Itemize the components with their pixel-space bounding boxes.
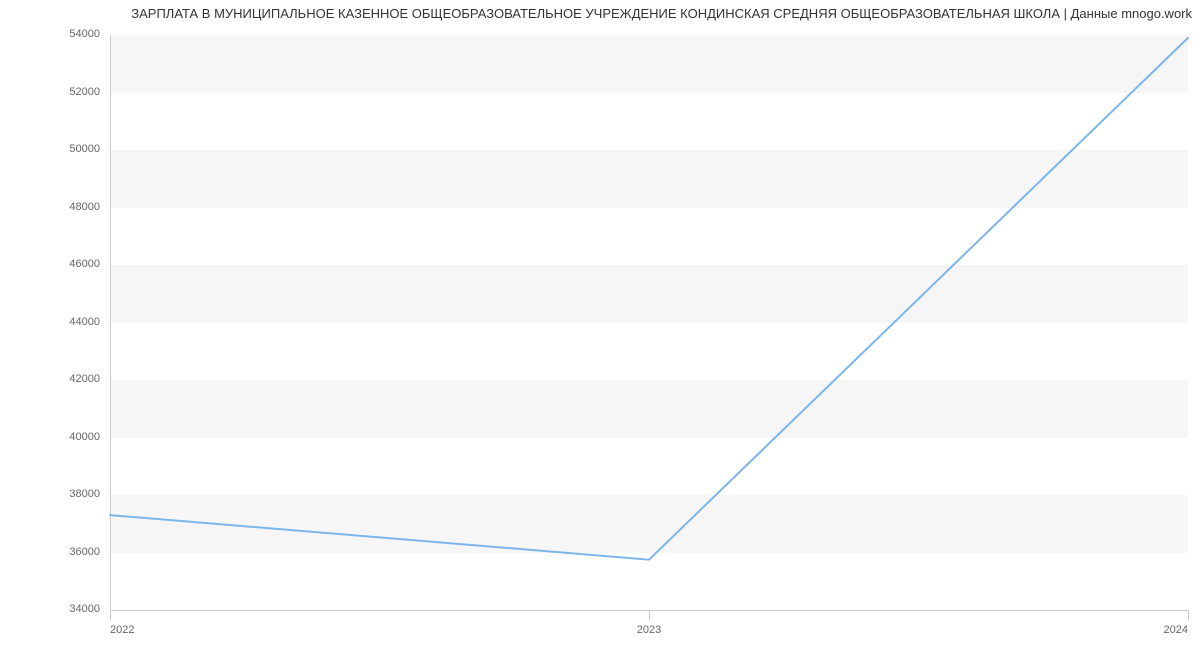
y-tick-label: 40000 bbox=[0, 431, 100, 443]
line-series bbox=[110, 35, 1188, 610]
y-tick-label: 48000 bbox=[0, 201, 100, 213]
y-tick-label: 54000 bbox=[0, 28, 100, 40]
y-tick-label: 52000 bbox=[0, 86, 100, 98]
x-tick-mark bbox=[649, 610, 650, 620]
y-tick-label: 46000 bbox=[0, 258, 100, 270]
y-tick-label: 44000 bbox=[0, 316, 100, 328]
y-tick-label: 50000 bbox=[0, 143, 100, 155]
y-tick-label: 42000 bbox=[0, 373, 100, 385]
y-tick-label: 38000 bbox=[0, 488, 100, 500]
x-tick-mark bbox=[1188, 610, 1189, 620]
x-tick-label: 2024 bbox=[1128, 624, 1188, 636]
y-tick-label: 36000 bbox=[0, 546, 100, 558]
plot-area bbox=[110, 35, 1188, 610]
x-tick-label: 2023 bbox=[619, 624, 679, 636]
x-tick-label: 2022 bbox=[110, 624, 170, 636]
y-tick-label: 34000 bbox=[0, 603, 100, 615]
x-tick-mark bbox=[110, 610, 111, 620]
chart-title: ЗАРПЛАТА В МУНИЦИПАЛЬНОЕ КАЗЕННОЕ ОБЩЕОБ… bbox=[131, 6, 1192, 21]
